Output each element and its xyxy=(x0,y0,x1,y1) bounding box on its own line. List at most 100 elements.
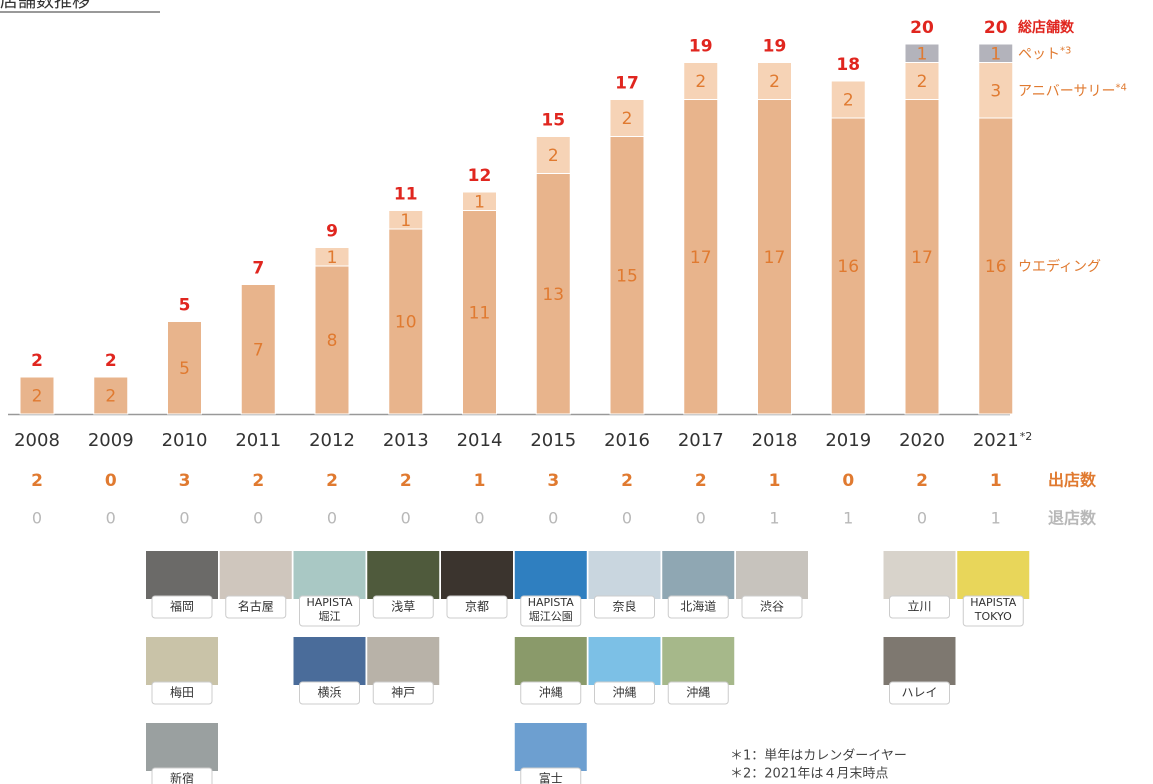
segment-label: 2 xyxy=(105,387,116,407)
photo-label-box xyxy=(299,681,360,705)
legend-note: *3 xyxy=(1060,45,1071,56)
photo-label-box xyxy=(151,595,213,619)
bar-segment xyxy=(757,62,792,100)
legend-label: ウエディング xyxy=(1018,258,1101,275)
bar-segment xyxy=(314,247,350,267)
bar-segment xyxy=(904,62,940,100)
bar-segment xyxy=(535,136,571,174)
bar-segment xyxy=(904,43,940,63)
segment-label: 13 xyxy=(542,285,564,305)
photo-label: 梅田 xyxy=(170,685,194,700)
openings-value: 3 xyxy=(547,471,559,491)
photo-label-box xyxy=(299,595,360,627)
openings-value: 2 xyxy=(31,471,43,491)
closings-value: 0 xyxy=(474,509,484,528)
photo-label-box xyxy=(520,767,582,784)
segment-label: 16 xyxy=(985,257,1007,277)
photo-label: 横浜 xyxy=(317,686,341,700)
segment-label: 2 xyxy=(769,72,780,92)
openings-value: 2 xyxy=(916,471,928,491)
total-label: 5 xyxy=(179,296,191,316)
photo-label-box xyxy=(520,595,582,627)
legend-name: ウエディング xyxy=(1018,258,1101,275)
bar-segment xyxy=(240,284,276,415)
photo-label: HAPISTA xyxy=(306,596,353,609)
photo-label-box xyxy=(151,767,213,784)
photo-label: 立川 xyxy=(907,599,931,614)
photo xyxy=(588,637,661,685)
bar-segment xyxy=(93,376,129,415)
photo-label: 沖縄 xyxy=(612,685,636,700)
openings-value: 2 xyxy=(326,471,338,491)
total-label: 11 xyxy=(394,185,418,205)
legend-label: ペット*3 xyxy=(1018,45,1071,62)
openings-value: 0 xyxy=(105,471,117,491)
photo-label-box xyxy=(889,681,950,705)
total-label: 17 xyxy=(615,74,639,94)
x-tick-label: 2014 xyxy=(457,430,503,451)
total-label: 2 xyxy=(105,351,117,371)
photo xyxy=(146,551,218,599)
segment-label: 1 xyxy=(327,248,338,268)
segment-label: 11 xyxy=(469,303,491,323)
bar-segment xyxy=(167,321,202,415)
bar-segment xyxy=(388,210,424,230)
photo-label: HAPISTA xyxy=(528,596,575,609)
photo-label: 神戸 xyxy=(391,686,415,700)
photo xyxy=(146,723,218,771)
photo-label: 名古屋 xyxy=(238,599,274,614)
segment-label: 17 xyxy=(764,248,786,268)
footnote: ＊2：2021年は４月末時点 xyxy=(730,767,888,782)
segment-label: 2 xyxy=(695,72,706,92)
segment-label: 16 xyxy=(837,257,859,277)
photo-label: 沖縄 xyxy=(539,685,563,700)
photo xyxy=(293,637,366,685)
photo-label: TOKYO xyxy=(974,610,1012,623)
segment-label: 3 xyxy=(990,81,1001,101)
bar-segment xyxy=(609,99,645,137)
photo-label-box xyxy=(520,681,582,705)
bar-segment xyxy=(978,43,1014,63)
photo-label-box xyxy=(372,681,434,705)
closings-value: 0 xyxy=(179,509,189,528)
openings-value: 0 xyxy=(842,471,854,491)
segment-label: 7 xyxy=(253,340,264,360)
photo xyxy=(957,551,1030,599)
photo-label-box xyxy=(594,681,655,705)
photo-label-box xyxy=(667,681,729,705)
openings-value: 1 xyxy=(769,471,781,491)
segment-label: 1 xyxy=(917,44,928,64)
photo-label: 堀江 xyxy=(319,610,341,623)
photo xyxy=(514,723,587,771)
total-label: 19 xyxy=(763,37,787,57)
photo xyxy=(662,637,735,685)
bar-segment xyxy=(314,265,350,415)
segment-label: 2 xyxy=(32,387,43,407)
segment-label: 17 xyxy=(911,248,933,268)
x-tick-label: 2020 xyxy=(899,430,945,451)
x-tick-label: 2016 xyxy=(604,430,650,451)
bar-segment xyxy=(904,99,940,415)
photo-label-box xyxy=(667,595,729,619)
legend-label: アニバーサリー*4 xyxy=(1018,82,1127,99)
photo xyxy=(883,551,956,599)
total-label: 9 xyxy=(326,222,338,242)
total-label: 20 xyxy=(910,18,934,38)
closings-label: 退店数 xyxy=(1048,509,1097,528)
bar-segment xyxy=(830,80,866,119)
segment-label: 8 xyxy=(327,331,338,351)
x-tick-label: 2019 xyxy=(825,430,871,451)
photo-label: 新宿 xyxy=(170,771,194,784)
bar-segment xyxy=(683,62,719,100)
closings-value: 1 xyxy=(991,509,1001,528)
total-label: 18 xyxy=(836,55,860,75)
photo-label: 富士 xyxy=(539,771,563,784)
segment-label: 1 xyxy=(400,211,411,231)
x-tick-label: 2008 xyxy=(14,430,60,451)
photo xyxy=(883,637,956,685)
bar-segment xyxy=(19,376,55,415)
openings-value: 2 xyxy=(400,471,412,491)
photo-label-box xyxy=(446,595,508,619)
closings-value: 1 xyxy=(769,509,779,528)
